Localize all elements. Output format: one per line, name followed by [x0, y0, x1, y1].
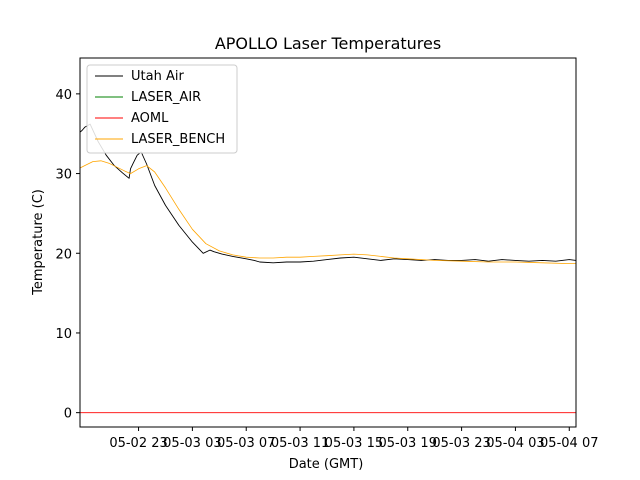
- y-axis-ticks: 0 10 20 30 40: [55, 88, 80, 422]
- x-tick-label: 05-03 15: [325, 436, 383, 451]
- legend-box: [86, 64, 238, 154]
- x-tick-label: 05-03 23: [432, 436, 490, 451]
- y-tick-label: 0: [64, 407, 72, 422]
- legend-label-aoml: AOML: [131, 111, 169, 126]
- x-tick-label: 05-04 07: [540, 436, 598, 451]
- x-tick-label: 05-03 07: [217, 436, 275, 451]
- x-axis-label: Date (GMT): [289, 457, 364, 472]
- chart-title: APOLLO Laser Temperatures: [215, 34, 441, 53]
- y-tick-label: 10: [55, 327, 72, 342]
- plot-frame: [79, 57, 577, 428]
- y-tick-label: 40: [55, 88, 72, 103]
- legend-label-utah-air: Utah Air: [131, 69, 184, 84]
- x-tick-label: 05-02 23: [109, 436, 167, 451]
- y-tick-label: 20: [55, 247, 72, 262]
- y-tick-label: 30: [55, 168, 72, 183]
- x-tick-label: 05-03 11: [271, 436, 329, 451]
- series-line-utah-air: [79, 123, 577, 264]
- x-tick-label: 05-03 19: [379, 436, 437, 451]
- x-tick-label: 05-03 03: [163, 436, 221, 451]
- y-axis-label: Temperature (C): [31, 189, 46, 296]
- legend-label-laser-bench: LASER_BENCH: [131, 132, 225, 147]
- series-layer: [79, 123, 577, 414]
- legend-label-laser-air: LASER_AIR: [131, 90, 201, 105]
- series-line-laser-bench: [79, 160, 576, 265]
- legend: Utah Air LASER_AIR AOML LASER_BENCH: [86, 64, 238, 154]
- x-tick-label: 05-04 03: [486, 436, 544, 451]
